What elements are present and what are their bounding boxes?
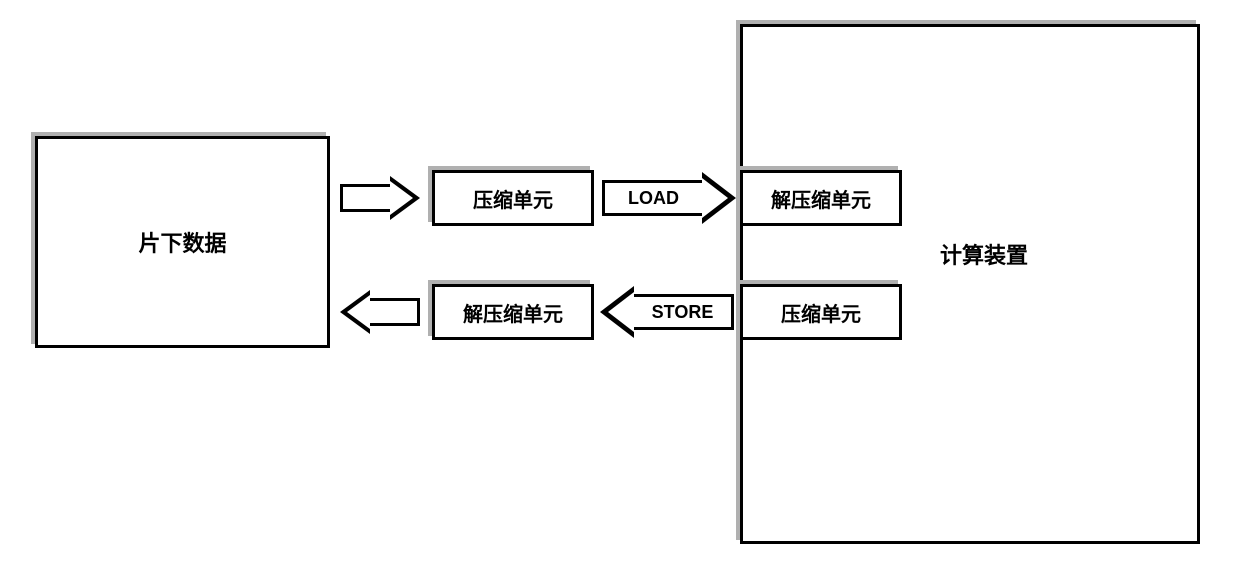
compress-bottom-label: 压缩单元 (781, 298, 861, 327)
decompress-top-box: 解压缩单元 (740, 170, 902, 226)
offchip-data-label: 片下数据 (138, 226, 226, 258)
store-arrow-body: STORE (634, 294, 734, 330)
arrow-4-body (370, 298, 420, 326)
decompress-bottom-box: 解压缩单元 (432, 284, 594, 340)
arrow-1-body (340, 184, 390, 212)
compress-top-label: 压缩单元 (473, 184, 553, 213)
compute-device-label: 计算装置 (940, 238, 1028, 270)
load-arrow-body: LOAD (602, 180, 702, 216)
load-arrow-head-inner (702, 178, 728, 218)
arrow-4-head-inner (347, 295, 370, 329)
load-arrow-label: LOAD (628, 188, 679, 209)
compress-bottom-box: 压缩单元 (740, 284, 902, 340)
store-arrow-head-inner (608, 292, 634, 332)
arrow-1-head-inner (390, 181, 413, 215)
decompress-top-label: 解压缩单元 (771, 184, 871, 213)
store-arrow-label: STORE (652, 302, 714, 323)
decompress-bottom-label: 解压缩单元 (463, 298, 563, 327)
offchip-data-box: 片下数据 (35, 136, 330, 348)
compress-top-box: 压缩单元 (432, 170, 594, 226)
